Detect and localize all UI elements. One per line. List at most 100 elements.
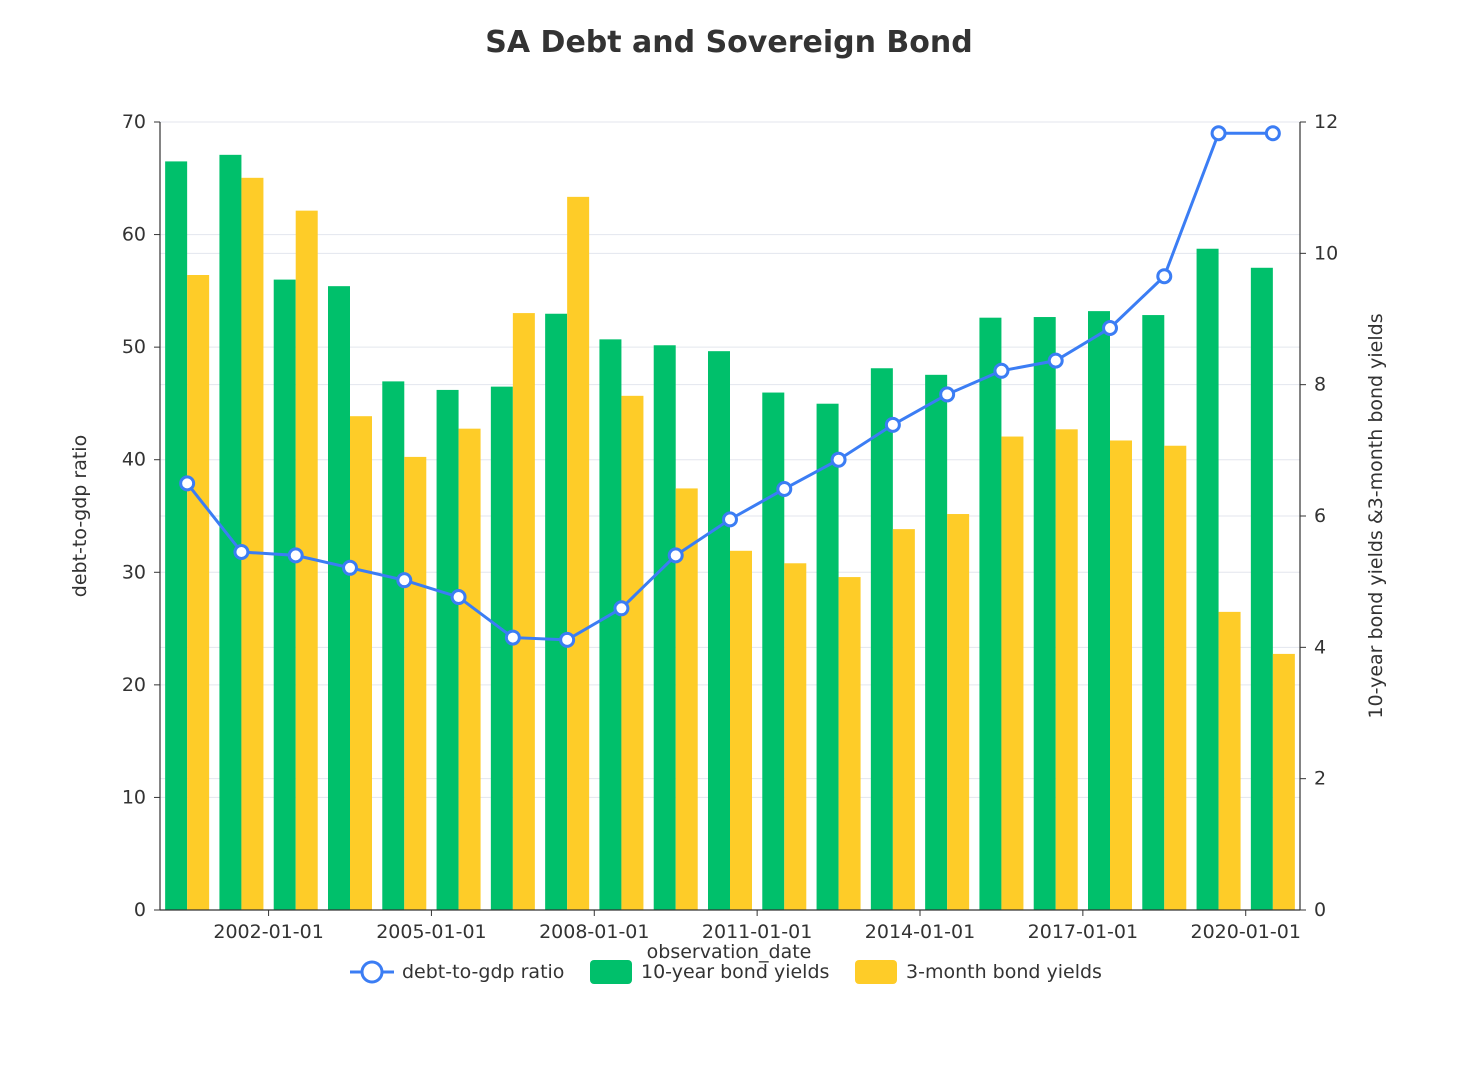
bar-3-month [1218, 611, 1241, 910]
bar-3-month [947, 514, 970, 910]
y-left-tick-label: 20 [122, 674, 146, 696]
y-left-tick-label: 60 [122, 224, 146, 246]
bar-10-year [708, 351, 730, 911]
bar-3-month [675, 488, 698, 910]
bar-3-month [784, 563, 807, 910]
debt-line-point [342, 559, 358, 576]
debt-line-point [884, 416, 901, 433]
debt-line-point [1102, 320, 1118, 337]
bar-10-year [1250, 267, 1273, 910]
y-left-tick-label: 10 [122, 786, 146, 808]
debt-line-point [993, 362, 1010, 379]
bar-3-month [350, 416, 372, 910]
debt-line-point [776, 480, 793, 497]
bar-10-year [545, 313, 568, 910]
debt-line-point [830, 451, 847, 468]
bar-10-year [328, 286, 350, 911]
bar-10-year [925, 374, 948, 911]
y-right-tick-label: 12 [1314, 111, 1338, 133]
debt-line-point [396, 572, 413, 589]
bar-10-year [490, 386, 513, 910]
y-left-tick-label: 50 [122, 336, 146, 358]
x-tick-label: 2002-01-01 [213, 921, 323, 943]
debt-line-point [667, 547, 684, 564]
bar-10-year [273, 279, 296, 911]
y-axis-right-title: 10-year bond yields &3-month bond yields [1365, 313, 1387, 718]
debt-line-point [287, 547, 304, 564]
bar-10-year [870, 368, 893, 910]
bar-10-year [1196, 248, 1219, 910]
bar-3-month [892, 529, 915, 910]
y-right-tick-label: 10 [1314, 242, 1338, 264]
bar-3-month [1164, 445, 1187, 910]
bar-10-year [1088, 311, 1110, 910]
x-tick-label: 2011-01-01 [702, 921, 812, 943]
bar-3-month [621, 395, 644, 911]
bar-3-month [1001, 436, 1024, 910]
axes: 0 10 20 30 40 50 60 70 0 2 4 6 8 10 12 2002-01-01 2005-0… [122, 111, 1338, 943]
legend-label: 3-month bond yields [906, 961, 1102, 983]
debt-line-point [1264, 125, 1281, 142]
legend-swatch-marker [360, 960, 384, 984]
bar-10-year [599, 339, 622, 910]
bar-10-year [219, 154, 242, 911]
y-right-tick-label: 8 [1314, 374, 1326, 396]
y-right-tick-label: 6 [1314, 505, 1326, 527]
y-right-tick-label: 2 [1314, 768, 1326, 790]
debt-line [179, 125, 1281, 648]
legend-swatch-bar [855, 960, 897, 984]
bar-3-month [1110, 440, 1132, 910]
bar-3-month [241, 177, 264, 911]
legend-label: debt-to-gdp ratio [402, 961, 564, 983]
bar-10-year [165, 161, 188, 910]
bar-3-month [730, 550, 752, 910]
y-axis-left-title: debt-to-gdp ratio [69, 435, 91, 597]
y-right-tick-label: 0 [1314, 899, 1326, 921]
chart-title: SA Debt and Sovereign Bond [485, 25, 972, 60]
x-tick-label: 2020-01-01 [1191, 921, 1301, 943]
debt-line-point [722, 511, 738, 528]
bar-3-month [295, 210, 318, 910]
y-left-tick-label: 0 [134, 899, 146, 921]
debt-line-point [1047, 352, 1064, 369]
legend-label: 10-year bond yields [641, 961, 829, 983]
legend-swatch-bar [590, 960, 632, 984]
debt-line-point [613, 600, 630, 617]
bar-10-year [762, 392, 785, 911]
y-left-tick-label: 70 [122, 111, 146, 133]
y-left-tick-label: 30 [122, 561, 146, 583]
debt-line-point [450, 589, 467, 606]
x-tick-label: 2017-01-01 [1028, 921, 1138, 943]
bar-3-month [187, 275, 210, 911]
x-axis-title: observation_date [647, 941, 812, 963]
y-left-tick-label: 40 [122, 449, 146, 471]
debt-line-point [939, 386, 956, 403]
y-right-tick-label: 4 [1314, 636, 1326, 658]
x-tick-label: 2005-01-01 [376, 921, 486, 943]
legend: debt-to-gdp ratio 10-year bond yields 3-mo… [350, 960, 1102, 984]
debt-line-point [1210, 125, 1227, 142]
bar-10-year [979, 317, 1002, 911]
bars [165, 154, 1295, 911]
bar-3-month [458, 428, 481, 910]
bar-10-year [436, 389, 459, 910]
bar-3-month [567, 196, 590, 911]
bar-3-month [838, 577, 861, 910]
bar-3-month [404, 456, 427, 910]
bar-10-year [382, 381, 405, 911]
x-tick-label: 2014-01-01 [865, 921, 975, 943]
x-tick-label: 2008-01-01 [539, 921, 649, 943]
debt-line-point [1156, 268, 1173, 285]
debt-line-point [559, 631, 576, 648]
bar-3-month [1272, 653, 1295, 910]
debt-line-point [179, 475, 196, 492]
debt-line-point [233, 544, 250, 561]
bar-3-month [1055, 429, 1078, 910]
bar-10-year [816, 403, 839, 910]
bar-10-year [1033, 317, 1056, 910]
bar-10-year [1142, 315, 1165, 910]
debt-line-point [504, 629, 521, 646]
bar-10-year [653, 345, 676, 910]
bar-3-month [512, 313, 535, 911]
